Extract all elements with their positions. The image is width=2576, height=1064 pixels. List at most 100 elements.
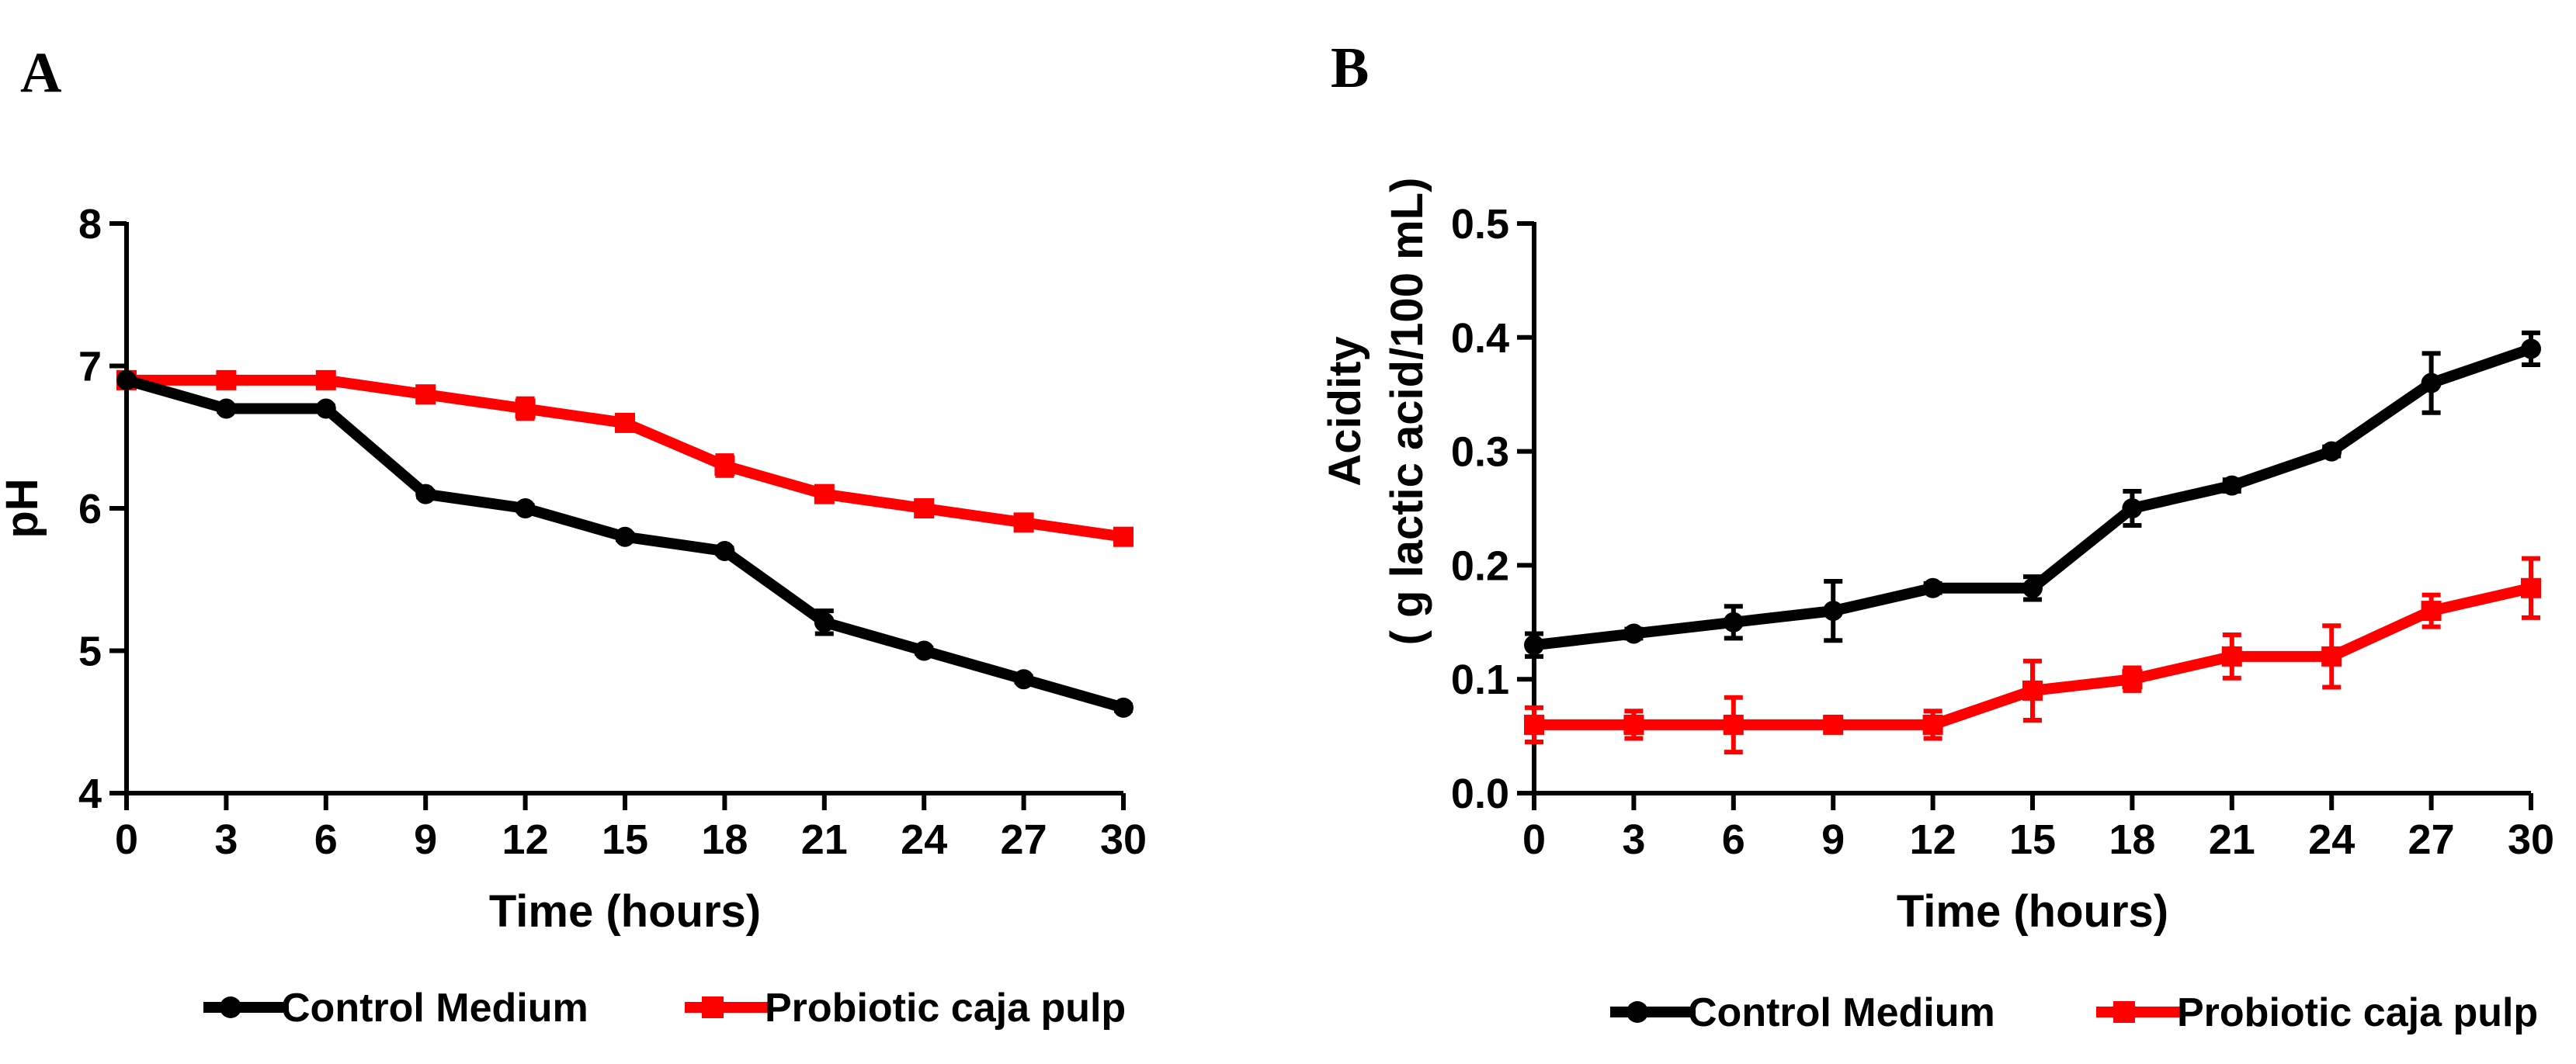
chart-b-probiotic-point xyxy=(2122,669,2143,690)
chart-a-x-tick-label: 6 xyxy=(314,816,338,863)
chart-b-control-point xyxy=(1524,635,1544,656)
chart-b-probiotic-point xyxy=(1524,714,1544,735)
chart-b-x-tick-label: 12 xyxy=(1910,816,1956,863)
chart-a-x-tick-label: 24 xyxy=(901,816,947,863)
chart-a-probiotic-point xyxy=(415,384,436,405)
chart-a-y-tick-label: 4 xyxy=(78,771,102,817)
chart-b-x-tick-label: 6 xyxy=(1722,816,1745,863)
chart-b-probiotic-point xyxy=(2321,646,2342,667)
chart-a-y-tick-label: 6 xyxy=(78,486,102,532)
legend-a: Control Medium Probiotic caja pulp xyxy=(203,986,1126,1031)
chart-a-x-tick-label: 0 xyxy=(115,816,138,863)
chart-a-control-point xyxy=(814,612,835,633)
legend-b-probiotic-entry: Probiotic caja pulp xyxy=(2096,990,2538,1035)
legend-b-probiotic-marker xyxy=(2113,1001,2135,1023)
legend-a-control-label: Control Medium xyxy=(281,986,588,1031)
chart-b-x-tick-label: 9 xyxy=(1821,816,1845,863)
legend-b-control-marker xyxy=(1626,1001,1648,1023)
chart-b-series-probiotic xyxy=(1524,556,2541,755)
chart-b-probiotic-point xyxy=(2521,577,2541,598)
chart-b-x-tick-label: 18 xyxy=(2109,816,2155,863)
legend-a-control-marker xyxy=(220,996,241,1018)
chart-a-probiotic-point xyxy=(515,398,536,419)
chart-b-y-axis-title: Acidity xyxy=(1320,336,1370,486)
chart-b-series-control xyxy=(1524,330,2541,659)
chart-a-y-tick-label: 8 xyxy=(78,201,102,248)
chart-a-control-point xyxy=(216,398,237,419)
chart-a-control-point xyxy=(116,369,137,390)
chart-b-control-point xyxy=(2321,441,2342,462)
chart-a-control-point xyxy=(415,483,436,504)
legend-a-probiotic-entry: Probiotic caja pulp xyxy=(685,986,1126,1031)
chart-a-y-tick-label: 5 xyxy=(78,629,102,675)
chart-b-x-tick-label: 21 xyxy=(2209,816,2255,863)
chart-a-x-tick-label: 21 xyxy=(801,816,848,863)
chart-b-control-point xyxy=(1922,577,1943,598)
chart-a-control-point xyxy=(315,398,336,419)
chart-b-y-tick-label: 0.3 xyxy=(1451,429,1509,476)
chart-a-x-tick-label: 18 xyxy=(701,816,748,863)
chart-b-control-point xyxy=(1823,601,1844,622)
chart-a-control-point xyxy=(515,498,536,518)
chart-a-y-axis-title: pH xyxy=(0,478,47,538)
legend-b: Control Medium Probiotic caja pulp xyxy=(1610,990,2538,1035)
chart-b-x-axis-title: Time (hours) xyxy=(1897,886,2168,937)
chart-b-control-point xyxy=(2022,577,2043,598)
chart-b-x-tick-label: 30 xyxy=(2508,816,2554,863)
chart-a-probiotic-point xyxy=(814,483,835,504)
chart-b-probiotic-point xyxy=(2022,680,2043,701)
chart-a-series-probiotic xyxy=(116,369,1134,547)
chart-a-probiotic-point xyxy=(914,498,935,518)
chart-a-x-tick-label: 3 xyxy=(214,816,238,863)
chart-b-probiotic-point xyxy=(1723,714,1744,735)
chart-a-probiotic-point xyxy=(1113,526,1134,547)
legend-a-control-entry: Control Medium xyxy=(203,986,588,1031)
chart-b-y-axis-title: ( g lactic acid/100 mL) xyxy=(1382,178,1432,646)
chart-b-y-tick-label: 0.0 xyxy=(1451,771,1509,817)
chart-b-probiotic-point xyxy=(1623,714,1644,735)
panel-letter-a: A xyxy=(20,41,61,105)
chart-b-control-point xyxy=(1723,612,1744,633)
chart-b-probiotic-point xyxy=(2421,601,2442,622)
legend-a-probiotic-label: Probiotic caja pulp xyxy=(765,986,1126,1031)
chart-b-acidity: 0.0 0.1 0.2 0.3 0.4 0.5 0 3 6 9 12 15 18 21 24 27 30 Time… xyxy=(1320,178,2554,937)
chart-a-x-tick-label: 27 xyxy=(1001,816,1047,863)
legend-b-control-entry: Control Medium xyxy=(1610,990,1995,1035)
chart-a-probiotic-point xyxy=(615,412,635,433)
chart-b-control-point xyxy=(2421,373,2442,393)
panel-letter-b: B xyxy=(1331,36,1369,100)
chart-b-x-tick-label: 3 xyxy=(1622,816,1645,863)
chart-a-x-tick-label: 9 xyxy=(414,816,437,863)
legend-a-probiotic-marker xyxy=(702,996,724,1018)
chart-a-control-point xyxy=(914,640,935,661)
chart-b-control-point xyxy=(1623,623,1644,644)
chart-b-x-tick-label: 27 xyxy=(2408,816,2455,863)
legend-b-probiotic-label: Probiotic caja pulp xyxy=(2177,990,2538,1035)
chart-b-y-tick-label: 0.4 xyxy=(1451,315,1509,362)
chart-a-y-tick-label: 7 xyxy=(78,344,102,390)
chart-a-x-tick-label: 30 xyxy=(1100,816,1147,863)
chart-a-probiotic-point xyxy=(216,369,237,390)
chart-b-y-tick-label: 0.2 xyxy=(1451,542,1509,589)
chart-b-probiotic-point xyxy=(1922,714,1943,735)
chart-a-series-control xyxy=(116,369,1134,718)
chart-b-y-tick-label: 0.1 xyxy=(1451,657,1509,703)
chart-a-control-point xyxy=(714,541,735,562)
chart-a-control-point xyxy=(615,526,635,547)
chart-b-y-tick-label: 0.5 xyxy=(1451,201,1509,248)
chart-b-control-point xyxy=(2122,498,2143,518)
chart-a-probiotic-point xyxy=(315,369,336,390)
chart-b-control-point xyxy=(2521,338,2541,359)
chart-a-x-tick-label: 15 xyxy=(602,816,648,863)
chart-a-ph: 4 5 6 7 8 0 3 6 9 12 15 18 21 24 27 30 Time (hours) pH xyxy=(0,201,1147,937)
legend-b-control-label: Control Medium xyxy=(1688,990,1995,1035)
chart-a-probiotic-point xyxy=(714,455,735,476)
chart-b-probiotic-point xyxy=(2221,646,2242,667)
chart-a-x-axis-title: Time (hours) xyxy=(489,886,761,937)
chart-a-probiotic-point xyxy=(1013,512,1034,533)
chart-a-control-point xyxy=(1013,669,1034,690)
chart-b-probiotic-point xyxy=(1823,714,1844,735)
chart-a-x-tick-label: 12 xyxy=(502,816,549,863)
chart-b-x-tick-label: 15 xyxy=(2009,816,2056,863)
